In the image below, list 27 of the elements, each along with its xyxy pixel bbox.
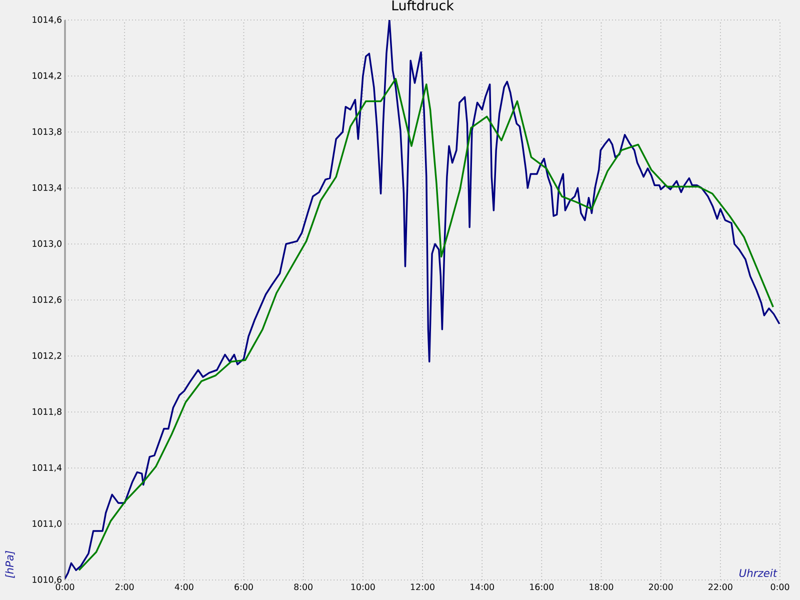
x-tick-label: 8:00: [294, 584, 312, 590]
y-tick-label: 1012,6: [32, 296, 62, 304]
x-tick-label: 6:00: [234, 584, 253, 590]
y-tick-label: 1011,8: [32, 408, 62, 416]
y-tick-label: 1014,6: [32, 16, 62, 24]
x-axis-title: Uhrzeit: [739, 568, 778, 578]
chart-title: Luftdruck: [392, 0, 454, 10]
x-tick-label: 0:00: [56, 584, 74, 590]
x-tick-label: 14:00: [470, 584, 494, 590]
y-tick-label: 1010,6: [32, 576, 62, 584]
y-tick-label: 1012,2: [32, 352, 62, 360]
x-tick-label: 0:00: [770, 584, 790, 590]
x-tick-label: 12:00: [410, 584, 434, 590]
y-tick-label: 1013,0: [32, 240, 62, 248]
y-axis-title: [hPa]: [5, 550, 15, 578]
y-tick-label: 1013,8: [32, 128, 62, 136]
y-tick-label: 1013,4: [32, 184, 62, 192]
x-tick-label: 18:00: [590, 584, 614, 590]
x-tick-label: 20:00: [648, 584, 673, 590]
x-tick-label: 10:00: [351, 584, 375, 590]
x-tick-label: 16:00: [530, 584, 554, 590]
x-tick-label: 4:00: [174, 584, 194, 590]
x-tick-label: 22:00: [708, 584, 732, 590]
y-tick-label: 1011,0: [32, 520, 62, 528]
x-tick-label: 2:00: [115, 584, 134, 590]
y-tick-label: 1011,4: [32, 464, 62, 472]
y-tick-label: 1014,2: [32, 72, 62, 80]
